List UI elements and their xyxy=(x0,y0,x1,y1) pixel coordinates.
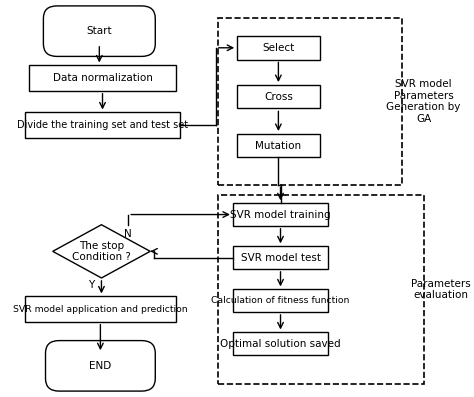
Text: The stop
Condition ?: The stop Condition ? xyxy=(72,241,131,262)
Text: Calculation of fitness function: Calculation of fitness function xyxy=(211,296,350,305)
Text: SVR model training: SVR model training xyxy=(230,210,331,220)
Text: N: N xyxy=(124,229,132,239)
Polygon shape xyxy=(53,225,150,278)
Bar xyxy=(233,332,328,355)
Text: Start: Start xyxy=(87,26,112,36)
Text: Y: Y xyxy=(88,280,94,290)
Bar xyxy=(237,36,320,60)
Text: Parameters
evaluation: Parameters evaluation xyxy=(410,279,470,300)
Text: Select: Select xyxy=(262,43,294,53)
Text: Cross: Cross xyxy=(264,92,293,102)
Bar xyxy=(237,134,320,157)
Text: SVR model
Parameters
Generation by
GA: SVR model Parameters Generation by GA xyxy=(386,79,461,124)
Bar xyxy=(233,289,328,312)
Text: Divide the training set and test set: Divide the training set and test set xyxy=(17,120,188,130)
Text: Optimal solution saved: Optimal solution saved xyxy=(220,339,341,349)
FancyBboxPatch shape xyxy=(46,341,155,391)
Bar xyxy=(25,112,180,138)
FancyBboxPatch shape xyxy=(44,6,155,56)
Text: END: END xyxy=(89,361,111,371)
Bar xyxy=(233,203,328,226)
Bar xyxy=(29,66,176,91)
Bar xyxy=(233,246,328,269)
Bar xyxy=(237,85,320,108)
Text: Data normalization: Data normalization xyxy=(53,73,153,83)
Bar xyxy=(218,18,402,185)
Text: SVR model application and prediction: SVR model application and prediction xyxy=(13,304,188,314)
Text: Mutation: Mutation xyxy=(255,141,301,150)
Bar xyxy=(25,297,176,322)
Bar xyxy=(218,195,424,384)
Text: SVR model test: SVR model test xyxy=(240,252,320,262)
